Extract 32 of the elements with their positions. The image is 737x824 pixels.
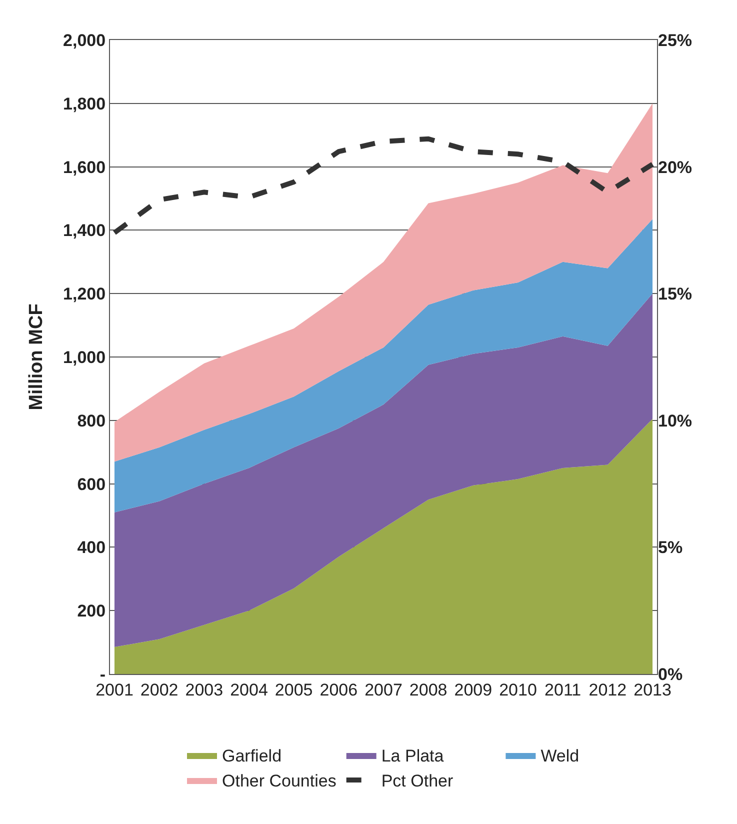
y-tick-label: 1,400 — [63, 221, 106, 240]
y-tick-label: 800 — [77, 411, 106, 430]
x-tick-label: 2006 — [320, 680, 358, 700]
x-tick-label: 2005 — [274, 680, 313, 700]
y-tick-label: 2,000 — [63, 30, 106, 50]
legend-label: Garfield — [222, 746, 282, 766]
y2-tick-label: 5% — [658, 538, 683, 558]
x-tick-label: 2008 — [409, 680, 448, 700]
y2-tick-label: 10% — [658, 411, 692, 430]
x-tick-label: 2011 — [544, 680, 582, 700]
x-tick-label: 2009 — [454, 680, 492, 700]
y2-tick-label: 15% — [658, 284, 692, 304]
x-tick-label: 2012 — [588, 680, 627, 700]
x-tick-label: 2004 — [230, 680, 268, 700]
y-tick-label: 200 — [77, 602, 106, 621]
y-tick-label: 600 — [77, 474, 106, 494]
x-tick-label: 2007 — [364, 680, 402, 700]
x-tick-label: 2002 — [140, 680, 178, 700]
x-tick-label: 2003 — [185, 680, 224, 700]
y-tick-label: 1,600 — [63, 158, 106, 177]
y2-tick-label: 25% — [658, 30, 692, 50]
y-tick-label: 1,200 — [63, 284, 106, 304]
legend-label: La Plata — [381, 746, 444, 766]
legend-label: Pct Other — [381, 772, 454, 791]
legend-label: Weld — [540, 746, 580, 766]
y-tick-label: 1,000 — [63, 348, 106, 367]
y-tick-label: 400 — [77, 538, 106, 558]
y2-tick-label: 20% — [658, 158, 692, 177]
y-axis-title: Million MCF — [26, 304, 47, 410]
y-tick-label: 1,800 — [63, 94, 106, 114]
x-tick-label: 2010 — [499, 680, 537, 700]
legend-label: Other Counties — [222, 772, 336, 791]
